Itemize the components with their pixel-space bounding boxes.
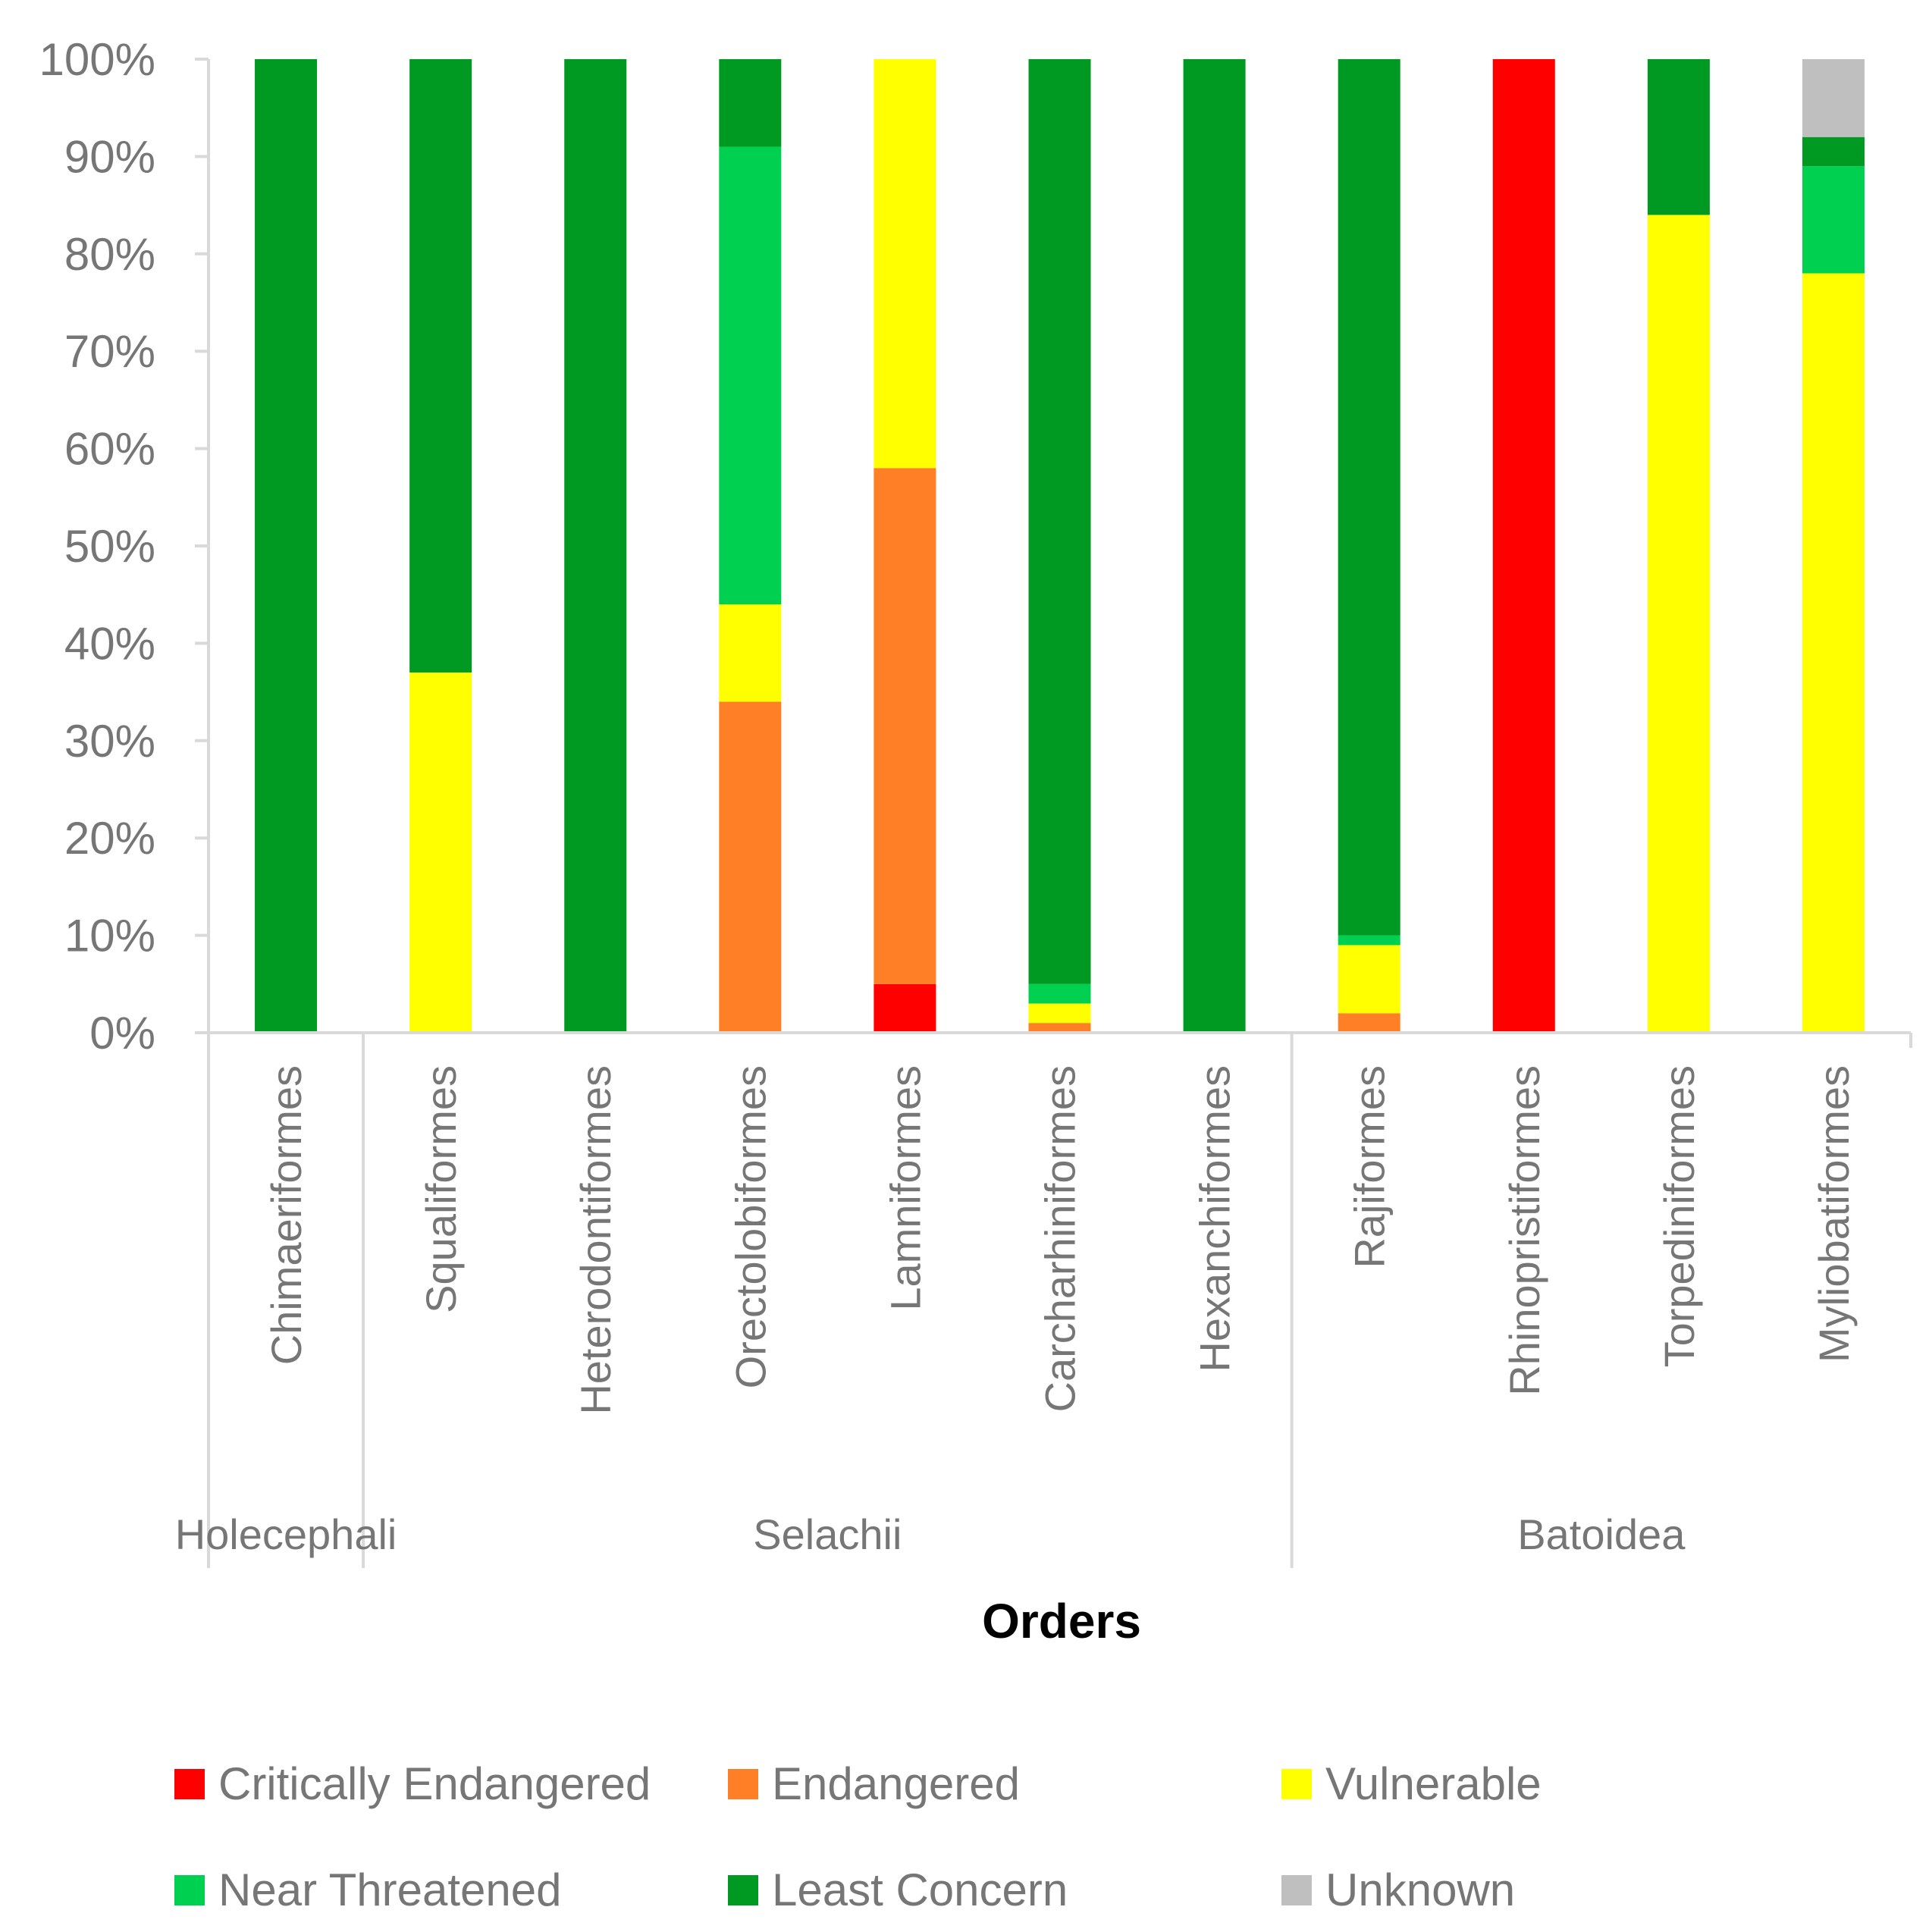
bar-squaliformes-least-concern — [409, 59, 472, 673]
bar-carcharhiniformes-least-concern — [1028, 59, 1091, 984]
legend-item-critically-endangered: Critically Endangered — [174, 1758, 651, 1809]
group-label-batoidea: Batoidea — [1517, 1510, 1686, 1558]
bar-rajiformes-endangered — [1338, 1013, 1400, 1033]
y-tick-label: 40% — [64, 618, 155, 669]
x-tick-label: Squaliformes — [417, 1065, 465, 1313]
y-tick-label: 60% — [64, 424, 155, 475]
y-tick-label: 30% — [64, 716, 155, 767]
x-tick-label: Rajiformes — [1346, 1065, 1394, 1269]
bar-orectolobiformes-least-concern — [719, 59, 782, 147]
x-tick-label: Rhinopristiformes — [1501, 1065, 1548, 1396]
y-tick-label: 100% — [39, 34, 155, 85]
bar-myliobatiformes-near-threatened — [1802, 166, 1865, 274]
legend-swatch — [1281, 1769, 1312, 1799]
y-tick-label: 10% — [64, 911, 155, 961]
legend-item-endangered: Endangered — [728, 1758, 1020, 1809]
bar-torpediniformes-vulnerable — [1647, 215, 1710, 1033]
bar-rajiformes-least-concern — [1338, 59, 1400, 936]
legend-swatch — [174, 1875, 205, 1905]
y-axis: 0% 10% 20% 30% 40% 50% 60% 70% 80% 90% 100% — [39, 34, 210, 1059]
legend-item-vulnerable: Vulnerable — [1281, 1758, 1542, 1809]
bars — [255, 59, 1865, 1033]
x-tick-label: Torpediniformes — [1655, 1065, 1703, 1367]
bar-orectolobiformes-endangered — [719, 701, 782, 1033]
legend-item-near-threatened: Near Threatened — [174, 1865, 562, 1915]
legend-swatch — [728, 1875, 758, 1905]
x-tick-label: Orectolobiformes — [726, 1065, 774, 1388]
bar-hexanchiformes-least-concern — [1183, 59, 1246, 1033]
bar-lamniformes-vulnerable — [874, 59, 936, 469]
legend-label: Least Concern — [772, 1865, 1068, 1915]
bar-chimaeriformes-least-concern — [255, 59, 318, 1033]
bar-carcharhiniformes-vulnerable — [1028, 1003, 1091, 1024]
legend-swatch — [1281, 1875, 1312, 1905]
legend-swatch — [728, 1769, 758, 1799]
bar-torpediniformes-least-concern — [1647, 59, 1710, 215]
bar-lamniformes-endangered — [874, 468, 936, 984]
bar-rajiformes-near-threatened — [1338, 935, 1400, 946]
group-label-holecephali: Holecephali — [175, 1510, 397, 1558]
x-axis: Chimaeriformes Squaliformes Heterodontifor… — [175, 1031, 1912, 1568]
legend-item-unknown: Unknown — [1281, 1865, 1515, 1915]
y-tick-label: 80% — [64, 229, 155, 280]
legend-swatch — [174, 1769, 205, 1799]
group-label-selachii: Selachii — [753, 1510, 902, 1558]
legend-label: Unknown — [1325, 1865, 1515, 1915]
bar-squaliformes-vulnerable — [409, 672, 472, 1033]
legend-item-least-concern: Least Concern — [728, 1865, 1068, 1915]
legend-label: Near Threatened — [218, 1865, 562, 1915]
legend-label: Endangered — [772, 1758, 1020, 1809]
x-tick-label: Lamniformes — [881, 1065, 929, 1311]
x-tick-label: Chimaeriformes — [262, 1065, 310, 1365]
bar-carcharhiniformes-endangered — [1028, 1023, 1091, 1033]
bar-orectolobiformes-near-threatened — [719, 146, 782, 605]
x-tick-label: Myliobatiformes — [1810, 1065, 1858, 1363]
y-tick-label: 0% — [89, 1008, 155, 1059]
x-axis-title: Orders — [982, 1594, 1141, 1648]
bar-lamniformes-critically-endangered — [874, 983, 936, 1033]
y-tick-label: 20% — [64, 813, 155, 864]
bar-heterodontiformes-least-concern — [564, 59, 627, 1033]
legend-label: Critically Endangered — [218, 1758, 651, 1809]
bar-myliobatiformes-least-concern — [1802, 136, 1865, 167]
y-tick-label: 50% — [64, 521, 155, 572]
legend-label: Vulnerable — [1325, 1758, 1542, 1809]
x-tick-label: Heterodontiformes — [572, 1065, 619, 1415]
bar-myliobatiformes-vulnerable — [1802, 273, 1865, 1033]
bar-myliobatiformes-unknown — [1802, 59, 1865, 137]
bar-carcharhiniformes-near-threatened — [1028, 983, 1091, 1004]
y-tick-label: 70% — [64, 326, 155, 377]
y-tick-label: 90% — [64, 131, 155, 182]
x-tick-label: Carcharhiniformes — [1037, 1065, 1084, 1413]
bar-rhinopristiformes-critically-endangered — [1492, 59, 1555, 1033]
legend: Critically Endangered Endangered Vulnerabl… — [174, 1758, 1542, 1915]
x-tick-label: Hexanchiformes — [1191, 1065, 1239, 1372]
bar-rajiformes-vulnerable — [1338, 945, 1400, 1014]
bar-orectolobiformes-vulnerable — [719, 604, 782, 702]
